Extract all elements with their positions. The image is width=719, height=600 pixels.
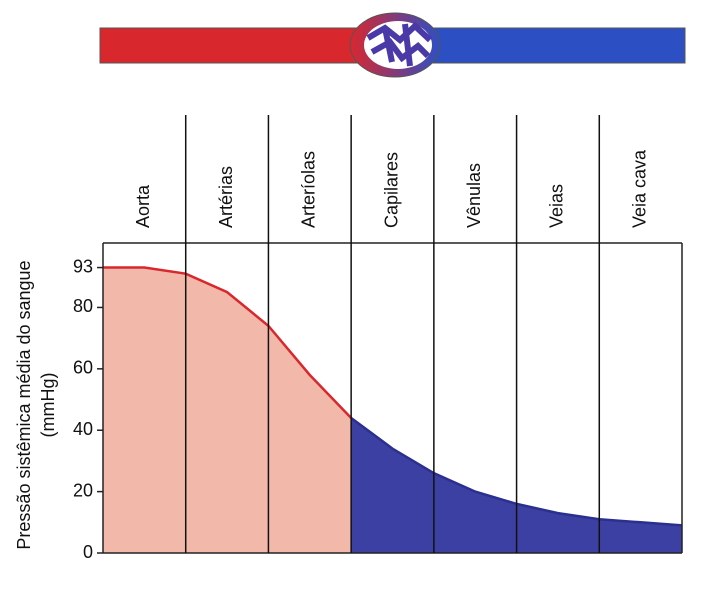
category-label: Artérias [216,166,236,228]
y-axis-label: (mmHg) [38,373,58,438]
category-label: Veias [547,184,567,228]
category-label: Aorta [133,184,153,228]
y-tick-label: 93 [73,256,93,276]
y-tick-label: 80 [73,296,93,316]
y-tick-label: 40 [73,419,93,439]
category-label: Vênulas [464,163,484,228]
category-label: Veia cava [629,149,649,228]
y-axis-label: Pressão sistêmica média do sangue [14,260,34,549]
y-tick-label: 60 [73,358,93,378]
vessel-diagram [99,12,686,78]
category-label: Arteríolas [299,151,319,228]
category-label: Capilares [381,152,401,228]
area [103,267,352,553]
y-tick-label: 0 [83,542,93,562]
y-tick-label: 20 [73,480,93,500]
